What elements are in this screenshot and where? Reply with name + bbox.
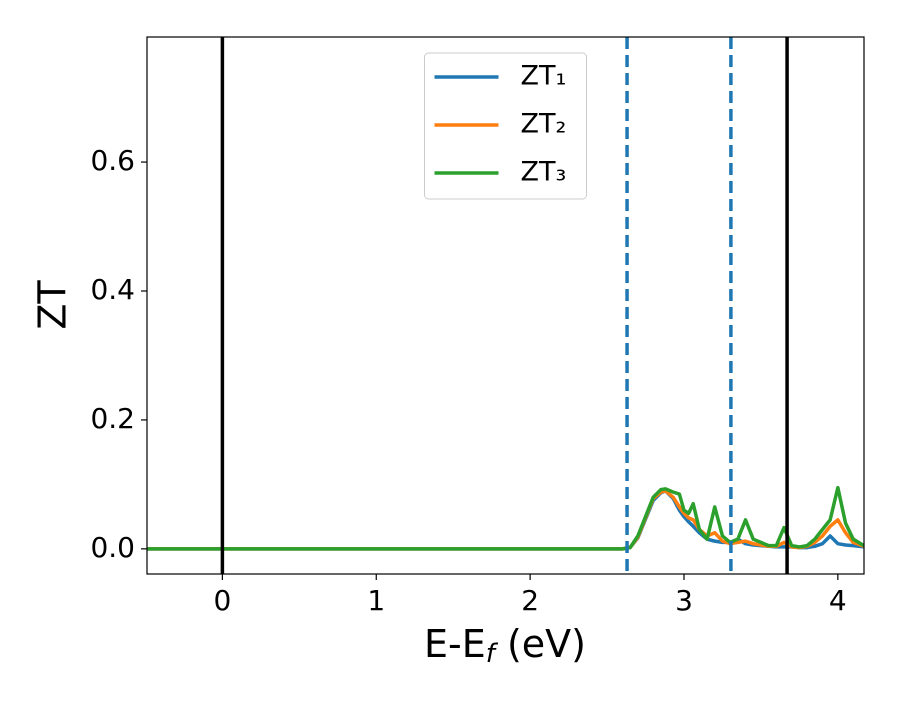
legend-box xyxy=(424,52,587,200)
legend-label: ZT₃ xyxy=(521,157,567,188)
y-tick-label: 0.2 xyxy=(90,402,135,435)
y-tick-label: 0.6 xyxy=(90,144,135,177)
y-tick-label: 0.4 xyxy=(90,273,135,306)
x-tick-label: 1 xyxy=(367,584,385,617)
x-tick-label: 2 xyxy=(521,584,539,617)
plot-frame xyxy=(146,36,865,575)
y-axis-label: ZT xyxy=(31,280,75,330)
x-tick-label: 4 xyxy=(829,584,847,617)
x-tick-label: 3 xyxy=(675,584,693,617)
legend-label: ZT₁ xyxy=(521,61,567,92)
x-label-rest: (eV) xyxy=(495,622,586,666)
x-tick-label: 0 xyxy=(213,584,231,617)
y-tick-label: 0.0 xyxy=(90,531,135,564)
legend-label: ZT₂ xyxy=(521,109,567,140)
x-label-main: E-E xyxy=(424,622,486,666)
line-series xyxy=(147,485,864,551)
x-axis-label: E-Ef (eV) xyxy=(424,622,586,669)
